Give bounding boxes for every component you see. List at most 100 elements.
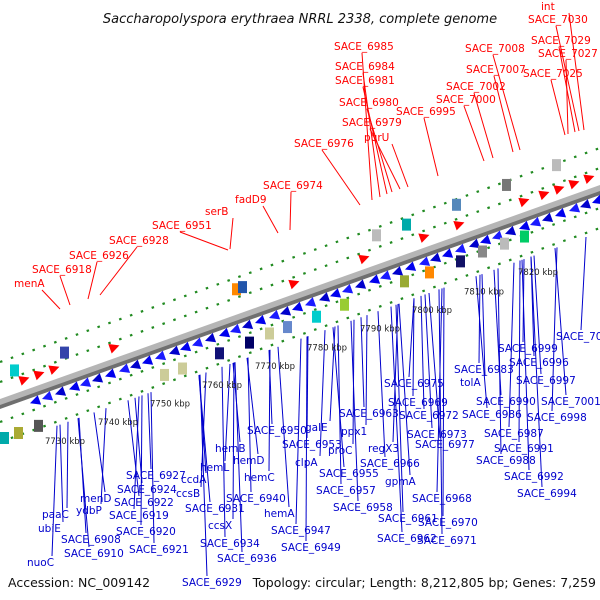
reverse-gene-25: [342, 283, 354, 294]
gene-label-bottom-40: hemL: [200, 462, 229, 474]
gene-label-bottom-9: SACE_6986: [462, 409, 522, 421]
gene-label-top-18: fadD9: [235, 194, 267, 206]
leader-bottom-61: [66, 421, 69, 509]
leader-bottom-10: [508, 262, 515, 428]
feature-block-12: [160, 368, 169, 381]
gene-label-bottom-47: SACE_6934: [200, 538, 260, 550]
leader-bottom-17: [420, 295, 425, 410]
gene-label-bottom-50: SACE_6947: [271, 525, 331, 537]
leader-top-16: [321, 149, 361, 206]
leader-bottom-50: [295, 338, 302, 525]
reverse-gene-1: [42, 390, 54, 401]
gene-label-top-22: SACE_6926: [69, 250, 129, 262]
feature-block-9: [0, 432, 9, 444]
gene-label-top-10: SACE_6985: [334, 41, 394, 53]
feature-block-18: [400, 275, 409, 288]
leader-bottom-25: [436, 288, 443, 493]
feature-block-19: [425, 266, 434, 279]
axis-tick-label-7: 7800 kbp: [412, 306, 452, 316]
gene-label-bottom-1: SACE_6999: [498, 343, 558, 355]
gene-label-bottom-27: SACE_6971: [417, 535, 477, 547]
gene-label-bottom-11: SACE_6991: [494, 443, 554, 455]
reverse-gene-14: [205, 332, 217, 343]
forward-gene-5: [358, 254, 370, 265]
leader-bottom-0: [580, 236, 587, 331]
leader-bottom-58: [199, 374, 208, 577]
gene-label-bottom-56: SACE_6920: [116, 526, 176, 538]
leader-top-12: [362, 86, 388, 195]
leader-bottom-18: [424, 294, 433, 429]
leader-bottom-65: [51, 425, 58, 557]
reverse-gene-45: [592, 194, 600, 204]
gene-label-bottom-43: ccdA: [181, 474, 207, 486]
feature-block-24: [245, 336, 254, 349]
feature-block-20: [478, 245, 487, 258]
gene-label-bottom-36: SACE_6953: [282, 439, 342, 451]
gene-label-bottom-65: nuoC: [27, 557, 54, 569]
genome-summary-text: Topology: circular; Length: 8,212,805 bp…: [252, 575, 596, 590]
leader-bottom-28: [395, 304, 404, 513]
feature-block-16: [312, 310, 321, 323]
feature-block-13: [178, 362, 187, 375]
reverse-gene-19: [269, 309, 281, 320]
reverse-gene-20: [280, 306, 292, 316]
leader-top-0: [568, 12, 585, 131]
reverse-gene-29: [392, 266, 404, 276]
reverse-gene-40: [530, 216, 542, 227]
gene-label-top-17: SACE_6974: [263, 180, 323, 192]
leader-top-20: [179, 231, 229, 251]
feature-block-7: [502, 178, 511, 191]
leader-top-4: [550, 79, 566, 136]
gene-label-bottom-23: SACE_6966: [360, 458, 420, 470]
gene-label-top-1: SACE_7030: [528, 14, 588, 26]
leader-bottom-42: [247, 357, 252, 493]
axis-tick-label-0: 7730 kbp: [45, 437, 85, 447]
feature-block-5: [402, 218, 411, 231]
leader-bottom-13: [521, 259, 530, 471]
reverse-gene-2: [55, 386, 67, 396]
gene-label-bottom-28: SACE_6961: [378, 513, 438, 525]
gene-label-bottom-38: hemB: [215, 443, 246, 455]
gene-label-bottom-34: SACE_6955: [319, 468, 379, 480]
gene-label-bottom-21: ppx1: [341, 426, 367, 438]
leader-bottom-46: [232, 362, 235, 520]
reverse-gene-23: [319, 292, 331, 302]
genes-layer: [0, 159, 600, 444]
reverse-gene-15: [219, 327, 231, 338]
axis-tick-label-4: 7770 kbp: [255, 362, 295, 372]
axis-tick-label-1: 7740 kbp: [98, 418, 138, 428]
feature-block-8: [552, 159, 561, 172]
gene-label-top-2: SACE_7029: [531, 35, 591, 47]
gene-label-bottom-19: SACE_6977: [415, 439, 475, 451]
axis-tick-label-8: 7810 kbp: [464, 288, 504, 298]
gene-label-bottom-13: SACE_6992: [504, 471, 564, 483]
gene-label-bottom-57: SACE_6921: [129, 544, 189, 556]
leader-bottom-41: [268, 349, 271, 472]
gene-label-top-15: purU: [364, 132, 389, 144]
gene-label-bottom-29: SACE_6962: [377, 533, 437, 545]
leader-bottom-9: [475, 276, 488, 409]
reverse-gene-7: [119, 363, 131, 373]
gene-label-bottom-15: SACE_6975: [384, 378, 444, 390]
leader-bottom-21: [365, 315, 368, 426]
leader-bottom-11: [518, 260, 521, 443]
gene-label-bottom-24: gpmA: [385, 476, 417, 488]
gene-label-top-20: SACE_6951: [152, 220, 212, 232]
reverse-gene-41: [542, 212, 554, 223]
leader-bottom-24: [398, 303, 411, 476]
axis-tick-label-2: 7750 kbp: [150, 400, 190, 410]
reverse-gene-22: [305, 297, 317, 307]
gene-label-bottom-2: SACE_6996: [509, 357, 569, 369]
leader-bottom-16: [412, 298, 415, 397]
leader-bottom-64: [77, 418, 90, 548]
reverse-gene-42: [555, 207, 567, 218]
axis-tick-label-9: 7820 kbp: [518, 268, 558, 278]
leader-bottom-56: [140, 395, 143, 526]
gene-label-bottom-46: ccsX: [208, 520, 232, 532]
gene-label-bottom-41: hemC: [244, 472, 275, 484]
gene-label-bottom-59: menD: [80, 493, 111, 505]
gene-label-top-23: SACE_6918: [32, 264, 92, 276]
leader-bottom-19: [428, 292, 441, 439]
reverse-gene-37: [492, 230, 504, 240]
